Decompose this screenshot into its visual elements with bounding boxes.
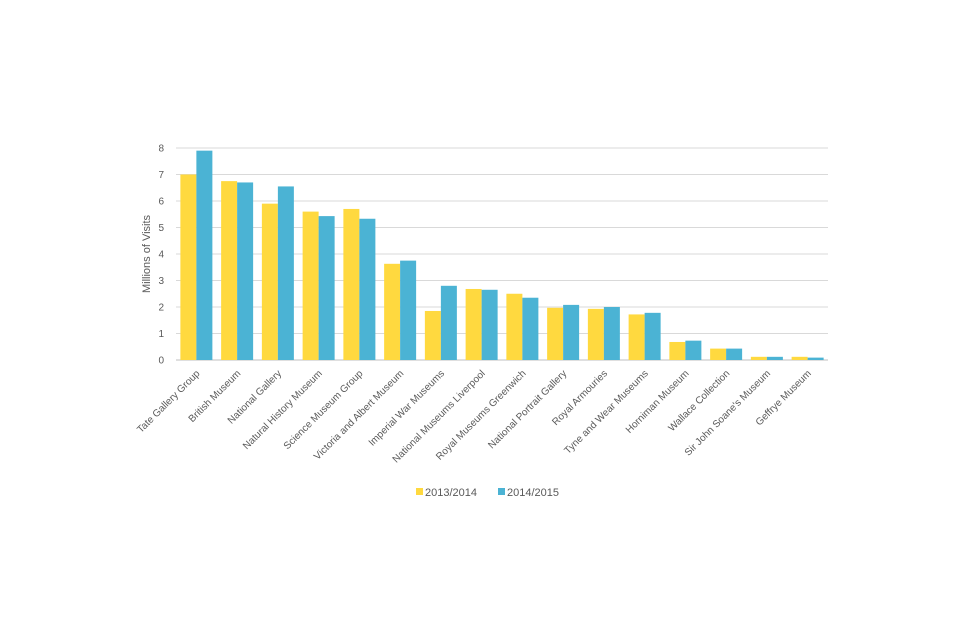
bar-2013-2014 (710, 348, 727, 360)
y-tick-label: 5 (158, 223, 164, 234)
bar-2014-2015 (400, 260, 417, 360)
bars (180, 150, 824, 360)
bar-2013-2014 (628, 314, 645, 360)
y-tick-label: 6 (158, 197, 164, 208)
bar-2014-2015 (644, 312, 661, 360)
y-tick-label: 3 (158, 276, 164, 287)
legend-swatch (416, 488, 423, 495)
x-tick-label: National Portrait Gallery (486, 368, 569, 451)
y-axis-title: Millions of Visits (141, 214, 153, 293)
bar-2013-2014 (791, 356, 808, 360)
x-tick-label: Tate Gallery Group (135, 368, 202, 435)
bar-2013-2014 (587, 308, 604, 360)
bar-2014-2015 (440, 285, 457, 360)
x-tick-label: Tyne and Wear Museums (563, 368, 651, 456)
bar-2014-2015 (522, 297, 539, 360)
bar-2014-2015 (277, 186, 294, 360)
y-tick-label: 0 (158, 356, 164, 367)
bar-2013-2014 (221, 181, 238, 360)
y-tick-label: 4 (158, 250, 164, 261)
bar-2013-2014 (343, 208, 360, 360)
y-tick-label: 2 (158, 303, 164, 314)
legend-swatch (498, 488, 505, 495)
x-tick-label: Natural History Museum (241, 368, 325, 452)
bar-2013-2014 (465, 288, 482, 360)
y-tick-label: 1 (158, 329, 164, 340)
bar-2013-2014 (669, 341, 686, 360)
bar-2014-2015 (359, 218, 376, 360)
bar-2014-2015 (481, 289, 498, 360)
bar-2013-2014 (547, 307, 564, 360)
bar-2014-2015 (766, 356, 783, 360)
bar-2013-2014 (180, 174, 197, 360)
legend-label: 2013/2014 (425, 487, 477, 499)
bar-2014-2015 (237, 182, 254, 360)
legend-label: 2014/2015 (507, 487, 559, 499)
bar-2013-2014 (302, 211, 319, 360)
bar-2013-2014 (384, 263, 401, 360)
bar-2013-2014 (506, 293, 523, 360)
bar-2014-2015 (603, 307, 620, 360)
bar-2014-2015 (726, 348, 743, 360)
y-axis-ticks: 0 1 2 3 4 5 6 7 8 (158, 144, 164, 367)
x-tick-label: Science Museum Group (282, 368, 366, 452)
x-tick-label: Sir John Soane's Museum (683, 368, 773, 458)
bar-2013-2014 (750, 356, 767, 360)
bar-2014-2015 (563, 304, 580, 360)
bar-2014-2015 (685, 340, 702, 360)
bar-2014-2015 (318, 216, 335, 360)
bar-2014-2015 (807, 357, 824, 360)
y-tick-label: 7 (158, 170, 164, 181)
bar-2014-2015 (196, 150, 213, 360)
bar-2013-2014 (261, 203, 278, 360)
x-tick-label: Imperial War Museums (367, 368, 447, 448)
legend: 2013/2014 2014/2015 (416, 487, 559, 499)
y-tick-label: 8 (158, 144, 164, 155)
bar-2013-2014 (424, 310, 441, 360)
